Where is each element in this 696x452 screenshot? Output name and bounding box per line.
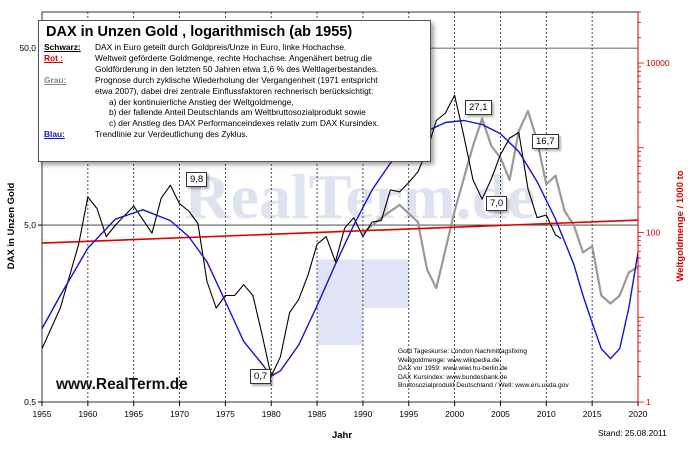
chart-title: DAX in Unzen Gold , logarithmisch (ab 19… xyxy=(46,24,353,40)
legend-label-gray: Grau: xyxy=(44,74,67,85)
series-line-dax xyxy=(41,94,562,377)
x-tick-label: 1960 xyxy=(78,409,97,419)
y-axis-label: DAX in Unzen Gold xyxy=(6,183,17,270)
x-tick-label: 2010 xyxy=(537,409,556,419)
legend-text-blue: Trendlinie zur Verdeutlichung des Zyklus… xyxy=(95,129,248,140)
x-tick-label: 1995 xyxy=(399,409,418,419)
legend-row-gray-2: etwa 2007), dabei drei zentrale Einfluss… xyxy=(44,86,425,97)
annotation-low-1980: 0,7 xyxy=(250,369,272,384)
legend-text-red-2: Goldförderung in den letzten 50 Jahren e… xyxy=(95,63,379,74)
stand-date: Stand: 25.08.2011 xyxy=(598,428,667,438)
series-line-weltgoldmenge xyxy=(41,219,639,244)
x-tick-label: 1990 xyxy=(353,409,372,419)
legend-label-blue: Blau: xyxy=(44,129,65,140)
y2-tick-label: 1 xyxy=(646,397,651,407)
y2-tick-label: 10000 xyxy=(646,58,670,68)
annotation-peak-1970: 9,8 xyxy=(186,172,208,187)
legend-row-red-2: Goldförderung in den letzten 50 Jahren e… xyxy=(44,64,425,75)
series-line-prognose xyxy=(362,110,639,305)
legend-row-blue: Blau: Trendlinie zur Verdeutlichung des … xyxy=(44,129,425,140)
legend-text-black: DAX in Euro geteilt durch Goldpreis/Unze… xyxy=(95,42,347,52)
y2-tick-label: 100 xyxy=(646,228,660,238)
legend-text-gray-2: etwa 2007), dabei drei zentrale Einfluss… xyxy=(95,85,374,96)
x-tick-label: 1985 xyxy=(308,409,327,419)
x-axis-label: Jahr xyxy=(332,430,352,441)
x-tick-label: 1980 xyxy=(262,409,281,419)
y2-axis-label: Weltgoldmenge / 1000 to xyxy=(675,170,686,281)
y-tick-label: 5,0 xyxy=(24,220,36,230)
y-tick-label: 0,5 xyxy=(24,397,36,407)
legend-label-red: Rot : xyxy=(44,52,64,63)
source-line: Weltgoldmenge: www.wikipedia.de xyxy=(398,356,500,364)
legend-row-black: Schwarz: DAX in Euro geteilt durch Goldp… xyxy=(44,42,425,53)
watermark: RealTerm.de xyxy=(184,161,535,232)
x-tick-label: 1975 xyxy=(216,409,235,419)
x-tick-label: 2015 xyxy=(583,409,602,419)
series-line-trend xyxy=(41,119,639,377)
legend-item-b: b) der fallende Anteil Deutschlands am W… xyxy=(109,107,366,118)
legend-box: DAX in Unzen Gold , logarithmisch (ab 19… xyxy=(38,20,431,162)
legend-label-black: Schwarz: xyxy=(44,42,81,52)
legend-text-gray-1: Prognose durch zyklische Wiederholung de… xyxy=(95,74,378,85)
annotation-low-2003: 7,0 xyxy=(486,196,508,211)
x-tick-label: 2005 xyxy=(491,409,510,419)
legend-row-red: Rot : Weltweit geförderte Goldmenge, rec… xyxy=(44,53,425,64)
x-tick-label: 1955 xyxy=(33,409,52,419)
legend-text-red-1: Weltweit geförderte Goldmenge, rechte Ho… xyxy=(95,52,372,63)
y-tick-label: 50,0 xyxy=(19,43,36,53)
x-tick-label: 1970 xyxy=(170,409,189,419)
source-line: DAX vor 1959: www.wiwi.hu-berlin.de xyxy=(398,365,508,373)
shaded-region xyxy=(317,307,363,345)
x-tick-label: 2020 xyxy=(629,409,648,419)
source-line: Bruttosozialprodukt Deutschland / Welt: … xyxy=(398,382,569,390)
legend-item-c: c) der Anstieg des DAX Performanceindexe… xyxy=(109,118,379,129)
annotation-peak-2000: 27,1 xyxy=(465,100,492,115)
source-line: DAX Kursindex: www.bundesbank.de xyxy=(398,373,508,381)
annotation-peak-2007: 16,7 xyxy=(532,134,559,149)
source-notes: Gold Tageskurse: London Nachmittagsfixin… xyxy=(398,348,569,391)
shaded-region xyxy=(317,259,409,308)
x-tick-label: 1965 xyxy=(124,409,143,419)
source-line: Gold Tageskurse: London Nachmittagsfixin… xyxy=(398,348,527,355)
website-url: www.RealTerm.de xyxy=(56,376,188,393)
x-tick-label: 2000 xyxy=(445,409,464,419)
legend-item-a: a) der kontinuierliche Anstieg der Weltg… xyxy=(109,96,294,107)
legend-row-gray: Grau: Prognose durch zyklische Wiederhol… xyxy=(44,75,425,86)
